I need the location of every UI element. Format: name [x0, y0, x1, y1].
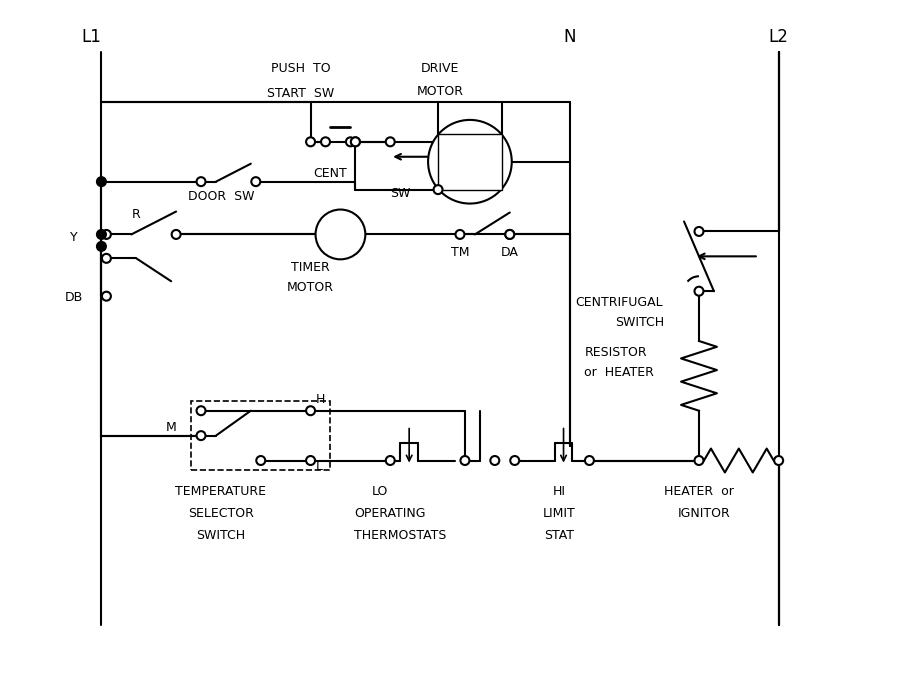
Circle shape: [455, 230, 464, 239]
Text: RESISTOR: RESISTOR: [584, 346, 647, 359]
Circle shape: [97, 242, 106, 251]
Circle shape: [505, 230, 514, 239]
Text: THERMOSTATS: THERMOSTATS: [354, 529, 446, 542]
Circle shape: [102, 291, 111, 301]
Circle shape: [316, 210, 365, 259]
Text: or  HEATER: or HEATER: [584, 366, 654, 379]
Circle shape: [491, 456, 500, 465]
Circle shape: [102, 230, 111, 239]
Text: DB: DB: [65, 291, 83, 304]
Text: STAT: STAT: [544, 529, 574, 542]
Text: H: H: [316, 393, 325, 406]
Text: DOOR  SW: DOOR SW: [188, 189, 254, 202]
Text: SW: SW: [391, 187, 410, 200]
Circle shape: [351, 138, 360, 146]
Circle shape: [386, 456, 395, 465]
Text: MOTOR: MOTOR: [417, 85, 464, 98]
Text: TIMER: TIMER: [292, 262, 330, 274]
Circle shape: [306, 407, 315, 415]
Text: OPERATING: OPERATING: [355, 507, 426, 520]
Text: MOTOR: MOTOR: [287, 281, 334, 294]
Circle shape: [505, 230, 514, 239]
Circle shape: [434, 185, 443, 194]
Circle shape: [196, 407, 205, 415]
Text: SWITCH: SWITCH: [196, 529, 246, 542]
Text: TM: TM: [451, 247, 469, 259]
Circle shape: [695, 287, 704, 296]
Text: CENTRIFUGAL: CENTRIFUGAL: [575, 296, 663, 309]
Circle shape: [172, 230, 181, 239]
Text: M: M: [166, 421, 176, 434]
Text: DA: DA: [500, 247, 518, 259]
FancyBboxPatch shape: [438, 134, 502, 189]
Circle shape: [774, 456, 783, 465]
Text: HEATER  or: HEATER or: [664, 486, 734, 498]
Text: TEMPERATURE: TEMPERATURE: [176, 486, 266, 498]
Text: L: L: [316, 460, 322, 473]
Circle shape: [695, 227, 704, 236]
Text: LO: LO: [372, 486, 389, 498]
Circle shape: [97, 177, 106, 186]
Circle shape: [196, 177, 205, 186]
Circle shape: [585, 456, 594, 465]
Text: Y: Y: [69, 232, 77, 244]
Circle shape: [386, 138, 395, 146]
Text: L1: L1: [82, 28, 102, 46]
Circle shape: [510, 456, 519, 465]
Circle shape: [461, 456, 470, 465]
Text: DRIVE: DRIVE: [421, 62, 459, 75]
Text: SWITCH: SWITCH: [615, 316, 664, 329]
Circle shape: [251, 177, 260, 186]
Bar: [191, 400, 330, 471]
Circle shape: [256, 456, 266, 465]
Text: R: R: [132, 208, 140, 221]
Circle shape: [306, 456, 315, 465]
Circle shape: [428, 120, 512, 204]
Text: IGNITOR: IGNITOR: [678, 507, 730, 520]
Text: START  SW: START SW: [267, 87, 334, 100]
Text: LIMIT: LIMIT: [544, 507, 576, 520]
Circle shape: [695, 456, 704, 465]
Circle shape: [102, 254, 111, 263]
Circle shape: [306, 138, 315, 146]
Text: PUSH  TO: PUSH TO: [271, 62, 330, 75]
Text: N: N: [563, 28, 576, 46]
Circle shape: [351, 138, 360, 146]
Text: SELECTOR: SELECTOR: [188, 507, 254, 520]
Circle shape: [346, 138, 355, 146]
Text: CENT: CENT: [313, 167, 347, 180]
Circle shape: [196, 431, 205, 440]
Circle shape: [321, 138, 330, 146]
Text: L2: L2: [769, 28, 788, 46]
Text: HI: HI: [554, 486, 566, 498]
Circle shape: [97, 230, 106, 239]
